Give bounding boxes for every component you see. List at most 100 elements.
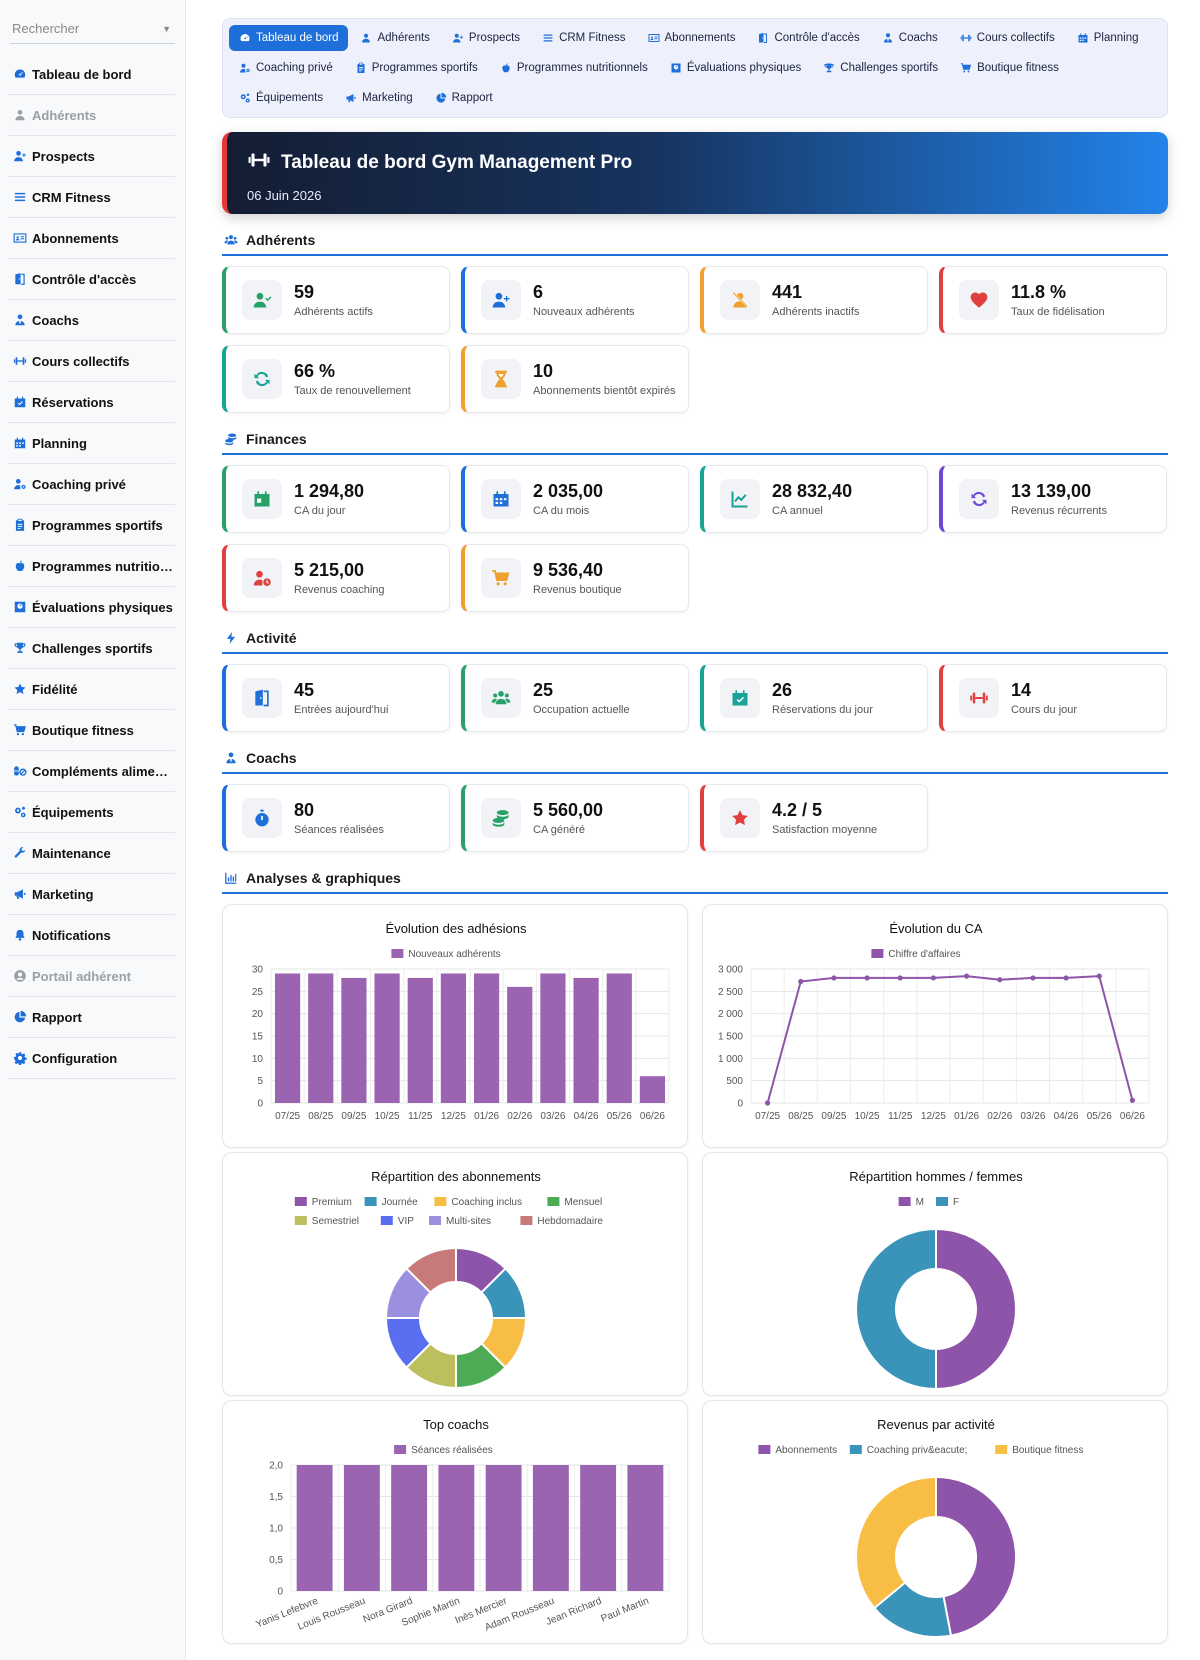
- tab-11[interactable]: Programmes nutritionnels: [490, 55, 658, 81]
- tab-9[interactable]: Coaching privé: [229, 55, 343, 81]
- legend-swatch[interactable]: [294, 1216, 307, 1225]
- legend-label[interactable]: Coaching inclus: [451, 1197, 522, 1208]
- sidebar-item-7[interactable]: Cours collectifs: [8, 341, 175, 382]
- legend-swatch[interactable]: [547, 1197, 560, 1206]
- legend-swatch[interactable]: [995, 1445, 1008, 1454]
- data-point[interactable]: [997, 977, 1003, 983]
- bar[interactable]: [606, 973, 632, 1103]
- sidebar-item-0[interactable]: Tableau de bord: [8, 54, 175, 95]
- tab-2[interactable]: Prospects: [442, 25, 530, 51]
- bar[interactable]: [573, 977, 599, 1103]
- legend-label[interactable]: Abonnements: [775, 1445, 837, 1456]
- bar[interactable]: [438, 1465, 475, 1591]
- data-point[interactable]: [930, 975, 937, 981]
- sidebar-item-8[interactable]: Réservations: [8, 382, 175, 423]
- sidebar-item-21[interactable]: Notifications: [8, 915, 175, 956]
- data-point[interactable]: [963, 973, 970, 979]
- legend-swatch[interactable]: [898, 1197, 911, 1206]
- sidebar-item-13[interactable]: Évaluations physiques: [8, 587, 175, 628]
- pie-slice[interactable]: [935, 1227, 1017, 1391]
- data-point[interactable]: [864, 975, 870, 981]
- bar[interactable]: [473, 973, 500, 1103]
- bar[interactable]: [391, 1465, 428, 1591]
- sidebar-item-14[interactable]: Challenges sportifs: [8, 628, 175, 669]
- legend-label[interactable]: Chiffre d'affaires: [888, 949, 960, 960]
- tab-5[interactable]: Contrôle d'accès: [747, 25, 869, 51]
- data-point[interactable]: [764, 1100, 771, 1106]
- sidebar-item-6[interactable]: Coachs: [8, 300, 175, 341]
- bar[interactable]: [343, 1465, 380, 1591]
- legend-swatch[interactable]: [849, 1445, 862, 1454]
- legend-swatch[interactable]: [391, 949, 404, 958]
- pie-slice[interactable]: [855, 1475, 937, 1610]
- legend-label[interactable]: Séances réalisées: [411, 1445, 493, 1456]
- data-point[interactable]: [798, 978, 804, 985]
- bar[interactable]: [540, 973, 566, 1103]
- legend-label[interactable]: Hebdomadaire: [537, 1216, 603, 1227]
- bar[interactable]: [485, 1465, 522, 1591]
- pie-slice[interactable]: [405, 1246, 457, 1294]
- legend-swatch[interactable]: [936, 1197, 948, 1206]
- chevron-down-icon[interactable]: ▼: [162, 23, 171, 34]
- sidebar-item-12[interactable]: Programmes nutritio…: [8, 546, 175, 587]
- legend-swatch[interactable]: [758, 1445, 771, 1454]
- tab-17[interactable]: Rapport: [425, 85, 503, 111]
- bar[interactable]: [639, 1076, 666, 1103]
- legend-swatch[interactable]: [520, 1216, 533, 1225]
- sidebar-item-4[interactable]: Abonnements: [8, 218, 175, 259]
- sidebar-item-3[interactable]: CRM Fitness: [8, 177, 175, 218]
- legend-label[interactable]: Semestriel: [312, 1216, 359, 1227]
- tab-7[interactable]: Cours collectifs: [950, 25, 1065, 51]
- sidebar-item-11[interactable]: Programmes sportifs: [8, 505, 175, 546]
- tab-1[interactable]: Adhérents: [350, 25, 439, 51]
- legend-label[interactable]: Mensuel: [564, 1197, 602, 1208]
- tab-15[interactable]: Équipements: [229, 85, 333, 111]
- legend-swatch[interactable]: [294, 1197, 307, 1206]
- sidebar-item-17[interactable]: Compléments alime…: [8, 751, 175, 792]
- bar[interactable]: [274, 973, 301, 1103]
- pie-slice[interactable]: [935, 1475, 1017, 1637]
- sidebar-item-16[interactable]: Boutique fitness: [8, 710, 175, 751]
- legend-swatch[interactable]: [380, 1216, 393, 1225]
- tab-4[interactable]: Abonnements: [638, 25, 746, 51]
- sidebar-item-2[interactable]: Prospects: [8, 136, 175, 177]
- tab-16[interactable]: Marketing: [335, 85, 423, 111]
- sidebar-item-19[interactable]: Maintenance: [8, 833, 175, 874]
- data-point[interactable]: [1063, 975, 1069, 981]
- bar[interactable]: [308, 973, 334, 1103]
- tab-0[interactable]: Tableau de bord: [229, 25, 349, 51]
- data-point[interactable]: [831, 975, 837, 981]
- legend-label[interactable]: Multi-sites: [446, 1216, 491, 1227]
- tab-3[interactable]: CRM Fitness: [532, 25, 635, 51]
- legend-label[interactable]: Premium: [312, 1197, 352, 1208]
- bar[interactable]: [341, 977, 367, 1103]
- legend-swatch[interactable]: [434, 1197, 447, 1206]
- legend-swatch[interactable]: [871, 949, 884, 958]
- legend-swatch[interactable]: [364, 1197, 377, 1206]
- legend-label[interactable]: Journée: [382, 1197, 419, 1208]
- bar[interactable]: [627, 1465, 664, 1591]
- sidebar-item-18[interactable]: Équipements: [8, 792, 175, 833]
- sidebar-item-5[interactable]: Contrôle d'accès: [8, 259, 175, 300]
- legend-label[interactable]: Coaching priv&eacute;: [867, 1445, 968, 1456]
- tab-12[interactable]: Évaluations physiques: [660, 55, 811, 81]
- bar[interactable]: [507, 986, 533, 1103]
- bar[interactable]: [532, 1465, 569, 1591]
- pie-slice[interactable]: [855, 1227, 937, 1391]
- sidebar-item-1[interactable]: Adhérents: [8, 95, 175, 136]
- legend-swatch[interactable]: [429, 1216, 441, 1225]
- tab-13[interactable]: Challenges sportifs: [813, 55, 948, 81]
- bar[interactable]: [407, 977, 433, 1103]
- bar[interactable]: [374, 973, 400, 1103]
- sidebar-item-24[interactable]: Configuration: [8, 1038, 175, 1079]
- legend-swatch[interactable]: [394, 1445, 407, 1454]
- tab-14[interactable]: Boutique fitness: [950, 55, 1069, 81]
- tab-6[interactable]: Coachs: [872, 25, 948, 51]
- legend-label[interactable]: VIP: [398, 1216, 414, 1227]
- legend-label[interactable]: Boutique fitness: [1012, 1445, 1083, 1456]
- sidebar-item-9[interactable]: Planning: [8, 423, 175, 464]
- sidebar-item-22[interactable]: Portail adhérent: [8, 956, 175, 997]
- data-point[interactable]: [1030, 975, 1036, 981]
- data-point[interactable]: [1129, 1097, 1136, 1103]
- legend-label[interactable]: Nouveaux adhérents: [408, 949, 500, 960]
